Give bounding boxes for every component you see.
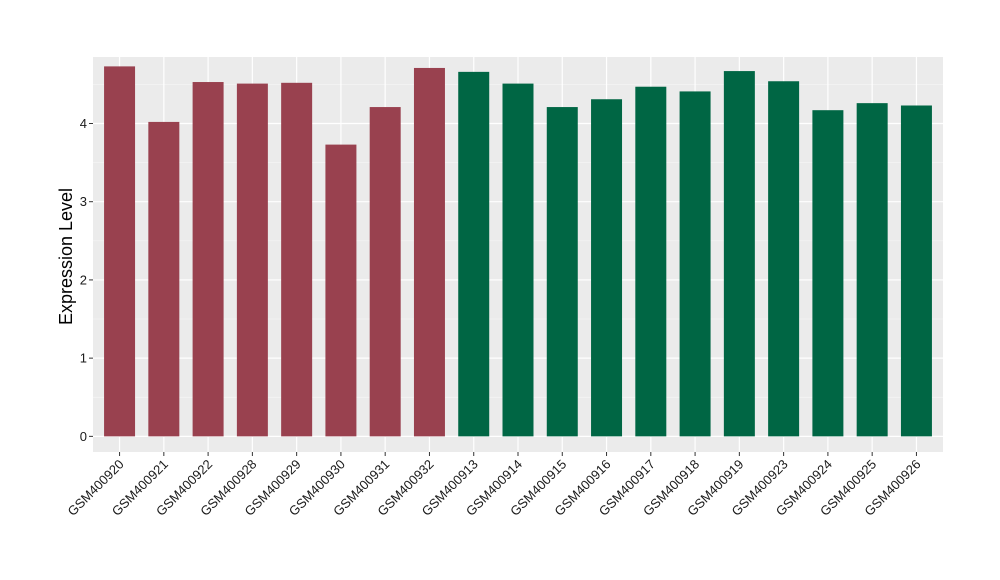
bar-gsm400921: [148, 121, 180, 437]
bar-gsm400932: [413, 67, 445, 437]
bar-gsm400926: [900, 105, 932, 437]
bar-gsm400916: [591, 99, 623, 437]
bar-gsm400919: [723, 71, 755, 437]
y-tick-label: 4: [80, 116, 87, 131]
bar-gsm400915: [546, 107, 578, 437]
bar-gsm400920: [104, 66, 136, 437]
bar-gsm400917: [635, 86, 667, 437]
y-axis-title: Expression Level: [56, 188, 76, 325]
bar-gsm400925: [856, 103, 888, 437]
x-axis: GSM400920GSM400921GSM400922GSM400928GSM4…: [64, 452, 924, 519]
bar-gsm400931: [369, 107, 401, 437]
bar-gsm400924: [812, 110, 844, 437]
y-tick-label: 2: [80, 272, 87, 287]
bar-gsm400914: [502, 83, 534, 437]
bar-gsm400928: [236, 83, 268, 437]
y-tick-label: 0: [80, 429, 87, 444]
y-axis: 0 1 2 3 4: [80, 116, 93, 444]
y-tick-label: 3: [80, 194, 87, 209]
bar-gsm400929: [281, 82, 313, 437]
bar-gsm400922: [192, 82, 224, 437]
bar-gsm400918: [679, 91, 711, 437]
bar-gsm400923: [768, 81, 800, 437]
bar-gsm400913: [458, 71, 490, 437]
bars: [104, 66, 932, 437]
y-tick-label: 1: [80, 351, 87, 366]
bar-gsm400930: [325, 144, 357, 437]
